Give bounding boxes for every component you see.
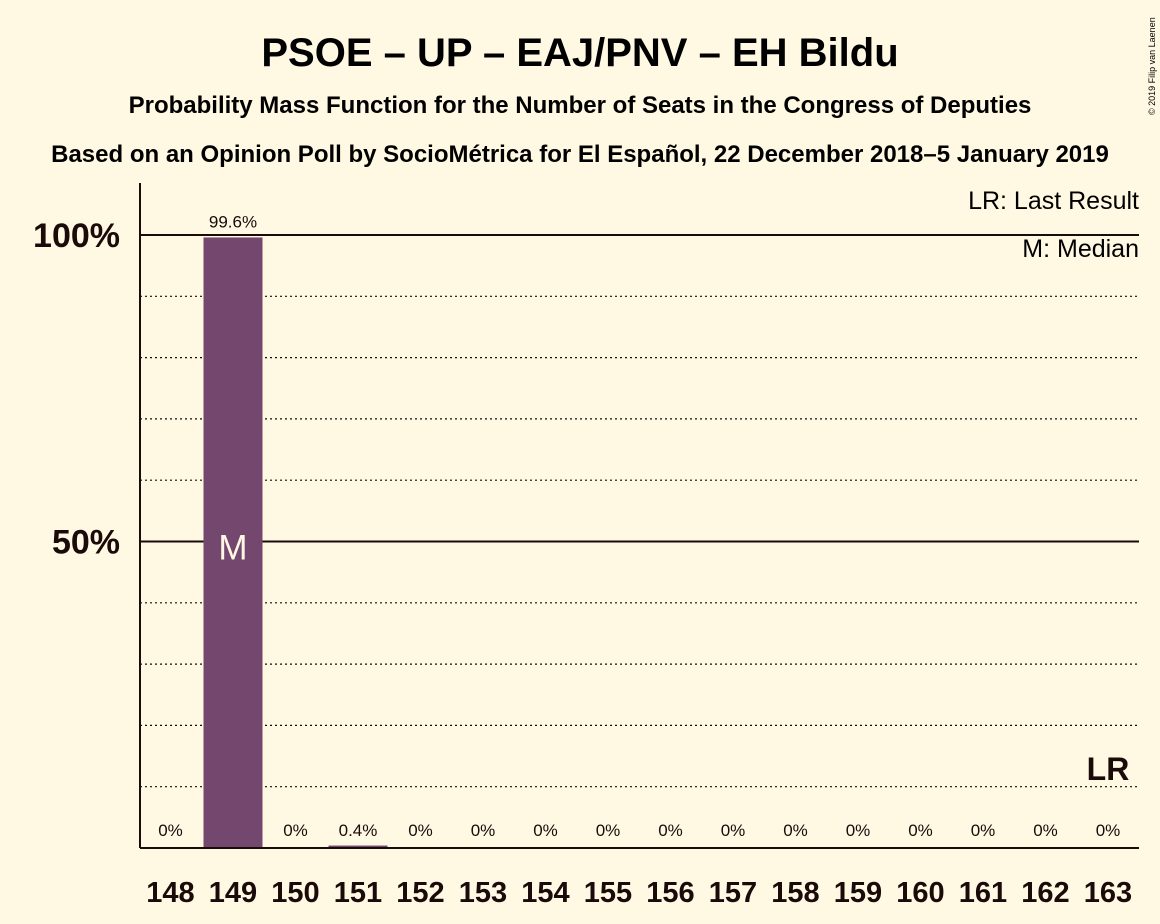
data-label: 0%	[971, 821, 996, 840]
chart-title: PSOE – UP – EAJ/PNV – EH Bildu	[261, 31, 898, 75]
y-tick-label: 100%	[33, 217, 120, 255]
x-tick-label: 154	[521, 877, 569, 909]
data-label: 0%	[408, 821, 433, 840]
x-tick-label: 156	[646, 877, 694, 909]
x-tick-label: 148	[146, 877, 194, 909]
bar	[328, 845, 388, 848]
x-tick-label: 162	[1021, 877, 1069, 909]
x-tick-label: 151	[334, 877, 382, 909]
x-tick-label: 157	[709, 877, 757, 909]
copyright-note: © 2019 Filip van Laenen	[1147, 17, 1157, 115]
data-label: 0%	[596, 821, 621, 840]
bar	[203, 237, 263, 848]
x-tick-label: 158	[771, 877, 819, 909]
x-tick-label: 163	[1084, 877, 1132, 909]
x-tick-label: 153	[459, 877, 507, 909]
axes-group: 50% 100% 148 149 150 151 152 153 154 155 156 157 158…	[33, 183, 1139, 909]
x-tick-label: 155	[584, 877, 632, 909]
data-label: 0%	[533, 821, 558, 840]
x-tick-label: 150	[271, 877, 319, 909]
x-tick-label: 152	[396, 877, 444, 909]
x-tick-label: 149	[209, 877, 257, 909]
data-label: 0%	[158, 821, 183, 840]
data-label: 0%	[471, 821, 496, 840]
x-tick-label: 160	[896, 877, 944, 909]
data-label: 0%	[658, 821, 683, 840]
grid-lines	[140, 234, 1139, 788]
x-tick-label: 159	[834, 877, 882, 909]
data-label: 0%	[783, 821, 808, 840]
legend-last-result: LR: Last Result	[968, 187, 1139, 215]
data-label: 0%	[1033, 821, 1058, 840]
chart-subtitle: Probability Mass Function for the Number…	[129, 92, 1032, 119]
bars-group: 0% 99.6% 0% 0.4% 0% 0% 0% 0% 0% 0% 0% 0% 0% 0% 0% 0% M LR	[158, 212, 1129, 848]
last-result-marker: LR	[1087, 751, 1130, 787]
legend-median: M: Median	[1022, 235, 1139, 263]
data-label: 0%	[846, 821, 871, 840]
median-marker: M	[218, 529, 247, 568]
y-tick-label: 50%	[52, 524, 120, 562]
data-label: 0%	[908, 821, 933, 840]
data-label: 0%	[721, 821, 746, 840]
data-label: 0%	[283, 821, 308, 840]
chart-source-line: Based on an Opinion Poll by SocioMétrica…	[51, 141, 1109, 168]
x-tick-label: 161	[959, 877, 1007, 909]
data-label: 99.6%	[209, 212, 257, 231]
data-label: 0%	[1096, 821, 1121, 840]
data-label: 0.4%	[339, 821, 378, 840]
